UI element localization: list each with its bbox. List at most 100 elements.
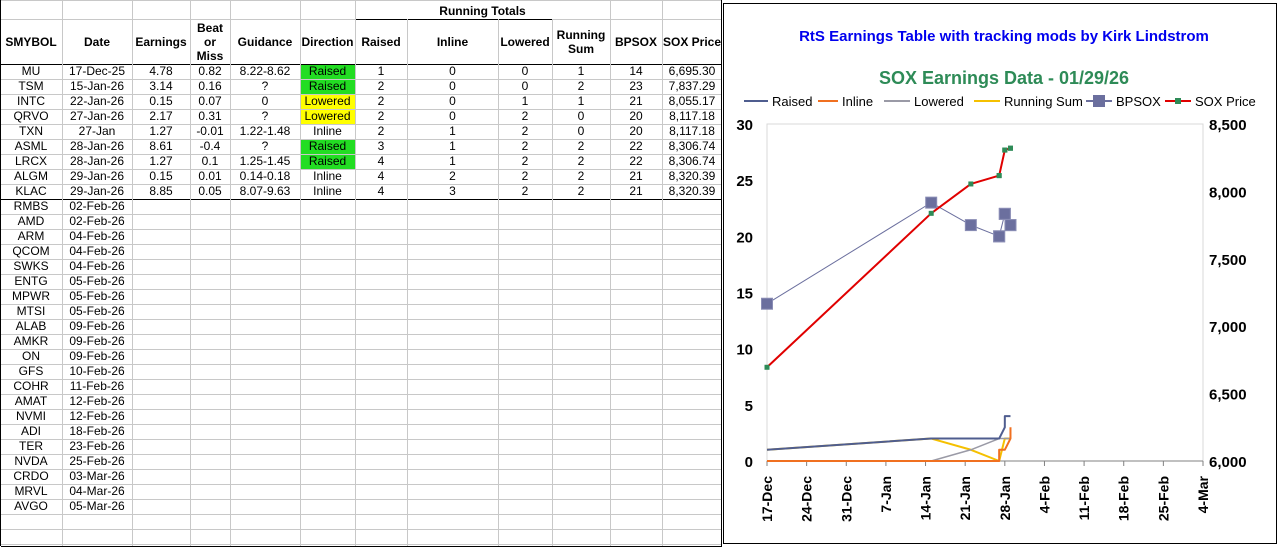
cell-direction: Lowered <box>300 109 355 124</box>
point-sox-price <box>928 210 934 216</box>
cell-lowered: 2 <box>521 109 529 123</box>
cell-date: 09-Feb-26 <box>69 334 125 348</box>
cell-sox-price: 8,117.18 <box>669 109 715 123</box>
column-header-date: Date <box>83 34 110 49</box>
cell-inline: 0 <box>449 109 456 123</box>
cell-date: 22-Jan-26 <box>69 94 125 108</box>
cell-direction: Raised <box>300 64 355 79</box>
legend-label-lowered: Lowered <box>914 94 964 109</box>
cell-inline: 0 <box>449 94 456 108</box>
cell-beat-or-miss: 0.01 <box>198 169 222 183</box>
cell-running-sum: 0 <box>577 124 585 138</box>
series-line-inline <box>767 427 1012 462</box>
cell-symbol: QCOM <box>12 244 50 258</box>
cell-earnings: 3.14 <box>149 79 173 93</box>
cell-date: 10-Feb-26 <box>69 364 125 378</box>
cell-sox-price: 7,837.29 <box>668 79 716 93</box>
cell-date: 28-Jan-26 <box>69 154 125 168</box>
legend-label-inline: Inline <box>842 94 873 109</box>
cell-inline: 1 <box>449 154 456 168</box>
legend-marker-sox-price <box>1175 98 1181 104</box>
cell-earnings: 0.15 <box>149 169 173 183</box>
cell-date: 29-Jan-26 <box>69 184 125 198</box>
legend-label-sox-price: SOX Price <box>1195 94 1256 109</box>
cell-lowered: 2 <box>521 154 529 168</box>
left-axis-tick-label: 5 <box>745 398 753 415</box>
cell-raised: 4 <box>377 169 385 183</box>
left-axis-tick-label: 15 <box>736 286 753 303</box>
cell-date: 04-Feb-26 <box>69 259 125 273</box>
cell-raised: 4 <box>377 184 385 198</box>
cell-direction: Lowered <box>300 94 355 109</box>
cell-symbol: MPWR <box>12 289 50 303</box>
x-axis-tick-label: 28-Jan <box>997 476 1013 520</box>
cell-symbol: AVGO <box>14 499 48 513</box>
cell-date: 05-Feb-26 <box>69 304 125 318</box>
cell-date: 09-Feb-26 <box>69 319 125 333</box>
cell-direction: Raised <box>300 79 355 94</box>
cell-raised: 2 <box>377 109 385 123</box>
cell-bpsox: 14 <box>629 64 643 78</box>
column-header-direction: Direction <box>301 34 354 49</box>
x-axis-tick-label: 4-Mar <box>1195 475 1211 513</box>
right-axis-tick-label: 8,500 <box>1209 117 1247 134</box>
cell-direction: Inline <box>300 169 355 184</box>
point-bpsox <box>761 297 773 310</box>
right-axis-tick-label: 8,000 <box>1209 184 1247 201</box>
cell-running-sum: 2 <box>577 184 585 198</box>
cell-symbol: MRVL <box>14 484 48 498</box>
x-axis-tick-label: 21-Jan <box>957 476 973 520</box>
cell-guidance: 8.22-8.62 <box>239 64 291 78</box>
cell-symbol: TXN <box>19 124 43 138</box>
cell-beat-or-miss: 0.07 <box>198 94 222 108</box>
x-axis-tick-label: 18-Feb <box>1116 476 1132 521</box>
cell-lowered: 0 <box>521 79 529 93</box>
x-axis-tick-label: 31-Dec <box>838 476 854 522</box>
plot-area <box>766 123 1204 462</box>
cell-inline: 3 <box>449 184 456 198</box>
cell-direction: Raised <box>300 139 355 154</box>
cell-symbol: ALGM <box>13 169 48 183</box>
cell-date: 05-Feb-26 <box>69 274 125 288</box>
cell-date: 27-Jan <box>78 124 116 138</box>
cell-inline: 0 <box>449 64 456 78</box>
point-sox-price <box>1007 145 1013 151</box>
running-totals-header: Running Totals <box>439 4 526 18</box>
cell-bpsox: 21 <box>629 184 643 198</box>
cell-earnings: 8.61 <box>149 139 173 153</box>
cell-bpsox: 22 <box>629 154 643 168</box>
column-header-beat-or-miss: Beat or Miss <box>196 20 224 63</box>
cell-guidance: 0.14-0.18 <box>239 169 291 183</box>
left-axis-tick-label: 0 <box>745 454 753 471</box>
right-axis-tick-label: 7,500 <box>1209 252 1247 269</box>
cell-beat-or-miss: 0.31 <box>198 109 222 123</box>
cell-raised: 3 <box>377 139 385 153</box>
x-axis-tick-label: 11-Feb <box>1076 476 1092 520</box>
cell-date: 18-Feb-26 <box>69 424 125 438</box>
cell-symbol: MTSI <box>16 304 46 318</box>
cell-raised: 2 <box>377 124 385 138</box>
cell-date: 29-Jan-26 <box>69 169 125 183</box>
chart-legend: Raised Inline Lowered Running Sum BPSOX SOX P… <box>744 94 1256 109</box>
cell-symbol: MU <box>21 64 41 78</box>
column-header-bpsox: BPSOX <box>614 34 657 49</box>
cell-guidance: ? <box>261 109 269 123</box>
cell-beat-or-miss: 0.82 <box>198 64 222 78</box>
cell-sox-price: 8,320.39 <box>668 184 716 198</box>
cell-bpsox: 20 <box>629 109 643 123</box>
point-sox-price <box>764 364 770 370</box>
chart-series <box>761 145 1017 462</box>
cell-running-sum: 1 <box>577 94 585 108</box>
cell-lowered: 2 <box>521 169 529 183</box>
cell-sox-price: 8,320.39 <box>668 169 716 183</box>
cell-date: 04-Feb-26 <box>69 244 125 258</box>
point-bpsox <box>925 196 938 209</box>
cell-date: 11-Feb-26 <box>69 379 125 393</box>
column-header-symbol: SMYBOL <box>5 34 57 49</box>
point-bpsox <box>998 207 1011 220</box>
cell-guidance: ? <box>261 79 269 93</box>
cell-guidance: ? <box>261 139 269 153</box>
cell-earnings: 1.27 <box>149 154 173 168</box>
right-axis-tick-label: 6,000 <box>1209 454 1247 471</box>
panel-title: RtS Earnings Table with tracking mods by… <box>799 28 1209 45</box>
